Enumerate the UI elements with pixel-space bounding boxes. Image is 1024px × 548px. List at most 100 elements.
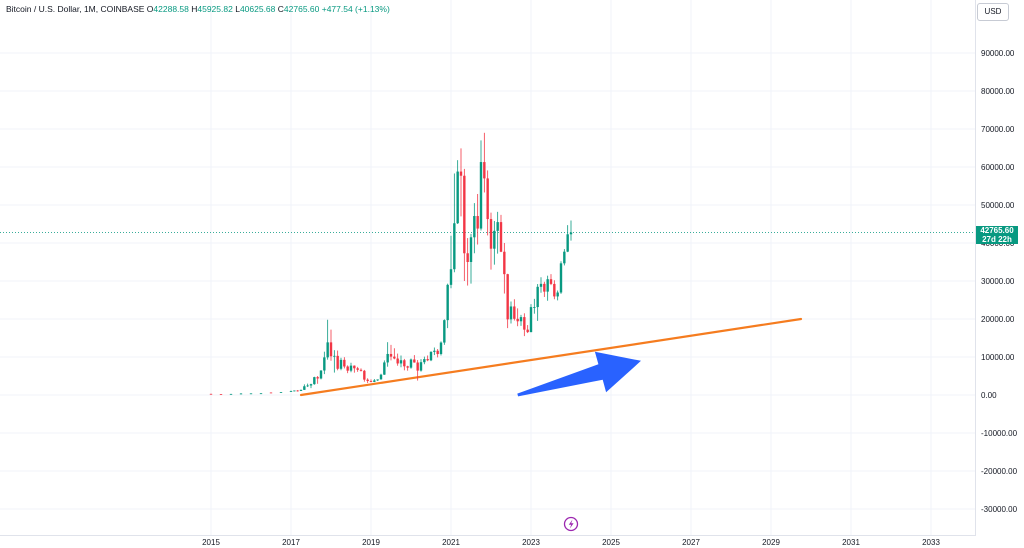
candle-body <box>529 307 533 333</box>
candle <box>219 394 223 395</box>
candle <box>406 365 409 371</box>
candle <box>403 358 406 371</box>
candle-body <box>533 307 536 308</box>
candle <box>516 308 519 327</box>
time-axis[interactable]: 2015 2017 2019 2021 2023 2025 2027 2029 2031 2033 <box>202 538 940 547</box>
candle-body <box>389 353 393 357</box>
candle <box>493 220 496 265</box>
candle <box>289 390 293 393</box>
candle <box>459 148 463 217</box>
lightning-icon[interactable] <box>563 516 579 532</box>
candle-body <box>509 306 513 320</box>
candle <box>259 393 263 395</box>
candle <box>303 384 306 390</box>
candle <box>499 214 503 253</box>
candle <box>393 348 396 360</box>
price-axis[interactable]: 90000.00 80000.00 70000.00 60000.00 50000.00… <box>981 49 1018 514</box>
candle-body <box>356 368 359 370</box>
candle <box>363 369 366 382</box>
x-tick-label: 2015 <box>202 538 220 547</box>
low-label: L <box>235 4 240 14</box>
candle-body <box>513 306 516 319</box>
y-tick-label: -10000.00 <box>981 429 1018 438</box>
candle-body <box>323 357 326 371</box>
candle <box>486 170 489 236</box>
candle-body <box>313 377 316 385</box>
candle <box>443 319 446 345</box>
candle <box>526 325 529 334</box>
open-value: 42288.58 <box>153 4 189 14</box>
candle <box>339 357 343 371</box>
candle <box>336 350 339 371</box>
symbol-title[interactable]: Bitcoin / U.S. Dollar, 1M, COINBASE <box>6 4 145 14</box>
candle-body <box>536 286 539 308</box>
candle-body <box>429 351 433 361</box>
candle <box>239 393 243 395</box>
candle <box>316 376 319 384</box>
candle-body <box>416 362 419 371</box>
candle <box>413 355 416 363</box>
candle <box>399 355 403 368</box>
candle <box>529 304 533 333</box>
candle <box>376 379 379 381</box>
candle-body <box>326 342 329 358</box>
candle-body <box>353 365 356 369</box>
candle <box>559 261 563 294</box>
candle <box>463 168 466 281</box>
candle-body <box>409 359 413 368</box>
high-value: 45925.82 <box>197 4 233 14</box>
candle-body <box>436 350 439 355</box>
candle-body <box>549 279 553 284</box>
candle-body <box>419 362 423 371</box>
candle <box>429 351 433 362</box>
candle-body <box>229 393 233 395</box>
candle <box>503 243 506 294</box>
candle <box>333 350 336 373</box>
candle-body <box>393 356 396 359</box>
candle <box>439 341 443 356</box>
candle <box>456 160 459 224</box>
candle-body <box>403 360 406 367</box>
candle <box>343 357 346 369</box>
candle <box>366 378 369 384</box>
candle <box>433 347 436 356</box>
y-tick-label: 90000.00 <box>981 49 1015 58</box>
candle <box>319 370 323 380</box>
candle-body <box>559 263 563 293</box>
candle-body <box>349 365 353 371</box>
candle-body <box>293 390 296 392</box>
candle <box>473 203 476 254</box>
candle <box>546 275 549 301</box>
candle-body <box>496 222 499 231</box>
candle-body <box>456 171 459 224</box>
candle-body <box>259 393 263 395</box>
candle <box>466 238 469 286</box>
last-price-value: 42765.60 <box>980 226 1014 236</box>
candle <box>566 225 569 253</box>
y-tick-label: -20000.00 <box>981 467 1018 476</box>
candle-body <box>446 284 449 321</box>
x-tick-label: 2031 <box>842 538 860 547</box>
candle-body <box>296 390 299 392</box>
candle-body <box>279 392 283 393</box>
candle <box>563 249 566 266</box>
y-tick-label: 20000.00 <box>981 315 1015 324</box>
candle <box>426 355 429 362</box>
candle-body <box>399 360 403 364</box>
candle <box>389 344 393 361</box>
candle-body <box>413 359 416 363</box>
candle <box>519 314 523 326</box>
candle-body <box>406 366 409 368</box>
candle <box>346 365 349 374</box>
candle-body <box>453 223 456 270</box>
candle <box>369 379 373 383</box>
candle-body <box>363 370 366 380</box>
candle <box>513 299 516 321</box>
candle-body <box>383 362 386 375</box>
currency-button[interactable]: USD <box>977 3 1009 21</box>
candle <box>329 329 333 361</box>
candle-body <box>463 175 466 254</box>
y-tick-label: 60000.00 <box>981 163 1015 172</box>
candles <box>209 132 573 395</box>
